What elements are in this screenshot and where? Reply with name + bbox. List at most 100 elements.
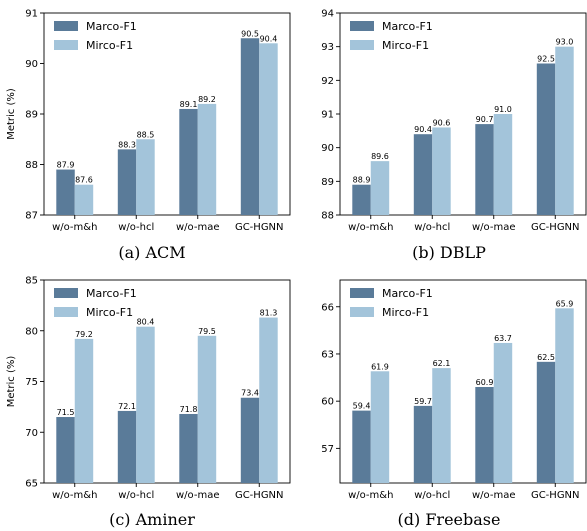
y-tick-label: 66 [321, 302, 334, 313]
bar-mirco [432, 127, 451, 215]
bar-marco [179, 108, 198, 215]
y-tick-label: 87 [25, 211, 38, 222]
bar-mirco [555, 308, 574, 483]
panel-caption: (d) Freebase [398, 510, 501, 529]
data-label: 87.6 [75, 176, 93, 185]
y-tick-label: 80 [25, 326, 38, 337]
bar-mirco [136, 139, 155, 215]
chart-panel-1: 87 88 89 90 91 Metric (%) w/o-m&h 87.987.6 w/o-h… [6, 9, 291, 262]
data-label: 65.9 [556, 299, 574, 308]
data-label: 62.1 [433, 359, 451, 368]
bar-marco [179, 413, 198, 483]
data-label: 88.3 [118, 140, 136, 149]
x-tick-label: GC-HGNN [531, 222, 580, 233]
y-axis-title: Metric (%) [6, 356, 17, 408]
y-tick-label: 91 [321, 110, 334, 121]
legend-label: Mirco-F1 [86, 306, 133, 319]
legend-swatch-marco [54, 288, 78, 298]
y-tick-label: 93 [321, 42, 334, 53]
bar-mirco [197, 103, 217, 215]
x-tick-label: w/o-hcl [118, 490, 154, 501]
panel-caption: (b) DBLP [412, 243, 486, 262]
y-tick-label: 92 [321, 76, 334, 87]
bar-marco [475, 124, 494, 215]
bar-marco [352, 410, 371, 483]
bar-mirco [432, 368, 451, 483]
x-tick-label: w/o-hcl [118, 222, 154, 233]
bar-marco [117, 410, 137, 483]
bar-marco [56, 169, 75, 215]
legend-label: Mirco-F1 [382, 306, 429, 319]
y-tick-label: 88 [25, 160, 38, 171]
data-label: 79.2 [75, 330, 93, 339]
y-tick-label: 57 [321, 444, 334, 455]
x-tick-label: w/o-hcl [414, 490, 450, 501]
data-label: 59.4 [353, 402, 371, 411]
y-tick-label: 90 [25, 59, 38, 70]
data-label: 90.4 [414, 125, 432, 134]
bar-mirco [259, 317, 278, 483]
x-tick-label: w/o-mae [176, 222, 219, 233]
bar-marco [240, 397, 260, 483]
bar-mirco [493, 114, 513, 215]
legend-swatch-mirco [54, 307, 78, 317]
data-label: 92.5 [537, 55, 555, 64]
panel-caption: (a) ACM [118, 243, 185, 262]
bar-mirco [136, 326, 155, 483]
y-tick-label: 65 [25, 479, 38, 490]
bar-mirco [493, 342, 513, 483]
x-tick-label: w/o-m&h [52, 490, 97, 501]
x-tick-label: GC-HGNN [235, 222, 284, 233]
x-tick-label: w/o-mae [472, 490, 515, 501]
bar-mirco [74, 184, 94, 215]
data-label: 60.9 [476, 378, 494, 387]
legend-swatch-mirco [350, 40, 374, 50]
x-tick-label: GC-HGNN [235, 490, 284, 501]
data-label: 89.1 [180, 100, 198, 109]
x-tick-label: w/o-hcl [414, 222, 450, 233]
data-label: 71.8 [180, 405, 198, 414]
y-tick-label: 89 [321, 177, 334, 188]
x-tick-label: w/o-m&h [348, 490, 393, 501]
data-label: 88.9 [353, 176, 371, 185]
data-label: 90.6 [433, 118, 451, 127]
y-axis-title: Metric (%) [6, 88, 17, 140]
chart-panel-2: 88 89 90 91 92 93 94 w/o-m&h 88.9 89.6 w/o-hcl 90.4… [321, 9, 587, 262]
data-label: 80.4 [137, 318, 155, 327]
x-tick-label: w/o-mae [472, 222, 515, 233]
bar-mirco [555, 46, 574, 215]
legend-label: Mirco-F1 [382, 39, 429, 52]
y-tick-label: 91 [25, 9, 38, 20]
data-label: 73.4 [241, 389, 259, 398]
legend-swatch-marco [350, 288, 374, 298]
x-tick-label: GC-HGNN [531, 490, 580, 501]
bar-mirco [197, 335, 217, 483]
panel-caption: (c) Aminer [109, 510, 195, 529]
y-tick-label: 89 [25, 110, 38, 121]
data-label: 90.4 [260, 34, 278, 43]
legend-swatch-mirco [350, 307, 374, 317]
data-label: 89.6 [371, 152, 389, 161]
y-tick-label: 85 [25, 276, 38, 287]
data-label: 61.9 [371, 362, 389, 371]
bar-mirco [370, 371, 390, 483]
y-tick-label: 63 [321, 349, 334, 360]
data-label: 62.5 [537, 353, 555, 362]
legend-swatch-mirco [54, 40, 78, 50]
data-label: 87.9 [57, 161, 75, 170]
data-label: 91.0 [494, 105, 512, 114]
bar-mirco [370, 161, 390, 215]
legend-label: Marco-F1 [382, 287, 433, 300]
y-tick-label: 70 [25, 428, 38, 439]
bar-marco [475, 387, 494, 483]
legend-label: Mirco-F1 [86, 39, 133, 52]
bar-marco [117, 149, 137, 215]
legend-swatch-marco [54, 21, 78, 31]
y-tick-label: 90 [321, 143, 334, 154]
data-label: 79.5 [198, 327, 216, 336]
data-label: 71.5 [57, 408, 75, 417]
bar-marco [536, 361, 556, 483]
data-label: 81.3 [260, 309, 278, 318]
